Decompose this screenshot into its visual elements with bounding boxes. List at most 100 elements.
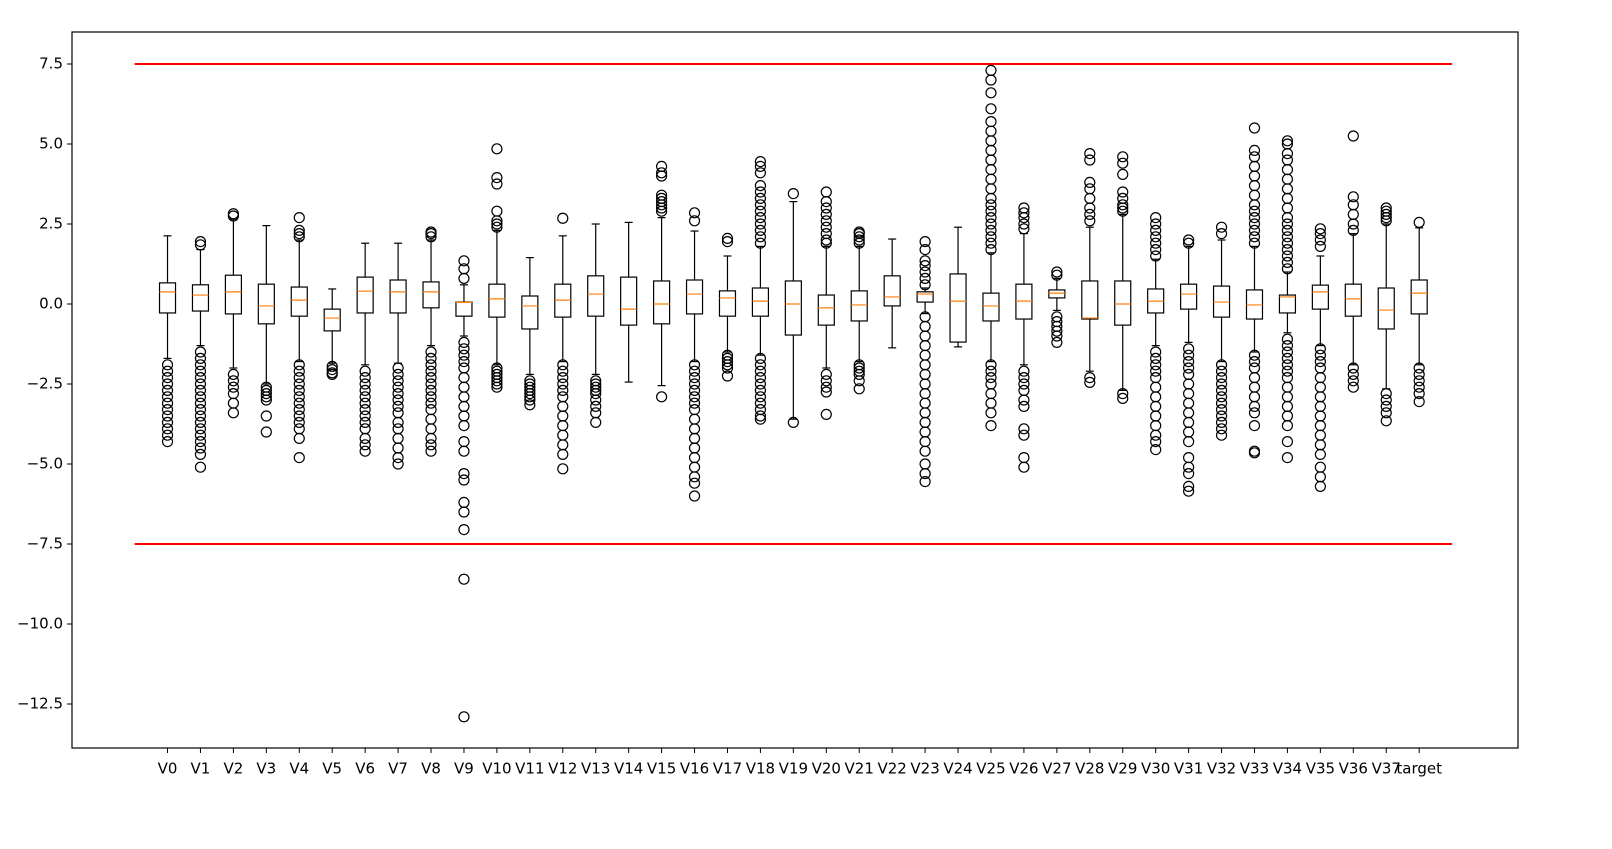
outlier xyxy=(326,368,338,380)
outlier xyxy=(557,410,569,422)
outlier xyxy=(425,423,437,435)
outlier xyxy=(1413,362,1425,374)
outlier xyxy=(1150,224,1162,236)
box xyxy=(1410,279,1428,315)
outlier xyxy=(721,356,734,368)
outlier xyxy=(1117,157,1129,169)
outlier xyxy=(425,359,437,371)
outlier xyxy=(1380,202,1392,214)
outlier xyxy=(458,410,470,422)
outlier xyxy=(919,407,931,419)
outlier xyxy=(1183,426,1195,438)
x-tick-label: V10 xyxy=(482,760,511,778)
outlier xyxy=(1413,375,1425,387)
outlier xyxy=(1281,135,1294,147)
outlier xyxy=(359,378,371,390)
outlier xyxy=(688,461,701,473)
outlier xyxy=(293,423,305,435)
outlier xyxy=(688,215,701,227)
outlier xyxy=(557,448,569,460)
x-tick-label: V19 xyxy=(779,760,808,778)
box xyxy=(784,280,802,336)
outlier xyxy=(425,384,437,396)
outlier xyxy=(359,410,371,422)
outlier xyxy=(1183,461,1195,473)
outlier xyxy=(919,368,931,380)
outlier xyxy=(359,397,371,409)
outlier xyxy=(359,416,371,428)
outlier xyxy=(1248,362,1261,374)
outlier xyxy=(1215,416,1228,428)
outlier xyxy=(655,196,668,208)
outlier xyxy=(458,356,470,368)
x-tick-label: V21 xyxy=(845,760,874,778)
outlier xyxy=(425,432,437,444)
outlier xyxy=(1215,429,1228,441)
outlier xyxy=(1018,423,1030,435)
outlier xyxy=(359,391,371,403)
box xyxy=(982,292,1000,322)
x-tick-label: V14 xyxy=(614,760,643,778)
outlier xyxy=(293,416,305,428)
outlier xyxy=(557,400,569,412)
outlier xyxy=(1314,400,1326,412)
outlier xyxy=(1314,471,1326,483)
outlier xyxy=(557,359,569,371)
x-tick-label: V7 xyxy=(388,760,408,778)
x-tick-label: V28 xyxy=(1075,760,1104,778)
x-tick-label: V25 xyxy=(976,760,1005,778)
outlier xyxy=(293,365,305,377)
outlier xyxy=(392,362,404,374)
outlier xyxy=(392,452,404,464)
outlier xyxy=(590,394,602,406)
outlier xyxy=(1051,336,1063,348)
outlier xyxy=(1248,160,1261,172)
outlier xyxy=(425,439,437,451)
outlier xyxy=(820,386,832,398)
outlier xyxy=(1117,199,1129,211)
outlier xyxy=(293,410,305,422)
outlier xyxy=(557,420,569,432)
outlier xyxy=(754,205,767,217)
outlier xyxy=(1314,343,1326,355)
outlier xyxy=(1150,244,1162,256)
x-tick-label: V2 xyxy=(223,760,243,778)
outlier xyxy=(1018,223,1030,235)
outlier xyxy=(1413,396,1425,408)
box xyxy=(817,294,835,326)
outlier xyxy=(161,359,174,371)
outlier xyxy=(1150,400,1162,412)
outlier xyxy=(590,407,602,419)
outlier xyxy=(1281,452,1294,464)
outlier xyxy=(1150,359,1162,371)
box xyxy=(916,291,934,303)
outlier xyxy=(1380,208,1392,220)
outlier xyxy=(557,212,569,224)
outlier xyxy=(458,336,470,348)
outlier xyxy=(194,448,207,460)
outlier xyxy=(161,397,174,409)
outlier xyxy=(458,573,470,585)
outlier xyxy=(919,340,931,352)
outlier xyxy=(458,372,470,384)
outlier xyxy=(985,115,997,128)
outlier xyxy=(919,426,931,438)
box xyxy=(1344,283,1362,317)
outlier xyxy=(853,226,865,238)
y-tick-label: 0.0 xyxy=(39,295,63,313)
outlier xyxy=(1248,407,1261,419)
outlier xyxy=(919,378,931,390)
outlier xyxy=(1281,333,1294,345)
outlier xyxy=(458,391,470,403)
outlier xyxy=(194,416,207,428)
outlier xyxy=(326,364,338,376)
outlier xyxy=(1281,391,1294,403)
x-tick-label: V13 xyxy=(581,760,610,778)
outlier xyxy=(1084,202,1096,214)
outlier xyxy=(1150,212,1162,224)
outlier xyxy=(1051,325,1063,337)
box xyxy=(323,308,341,332)
outlier xyxy=(820,381,832,393)
outlier xyxy=(557,365,569,377)
